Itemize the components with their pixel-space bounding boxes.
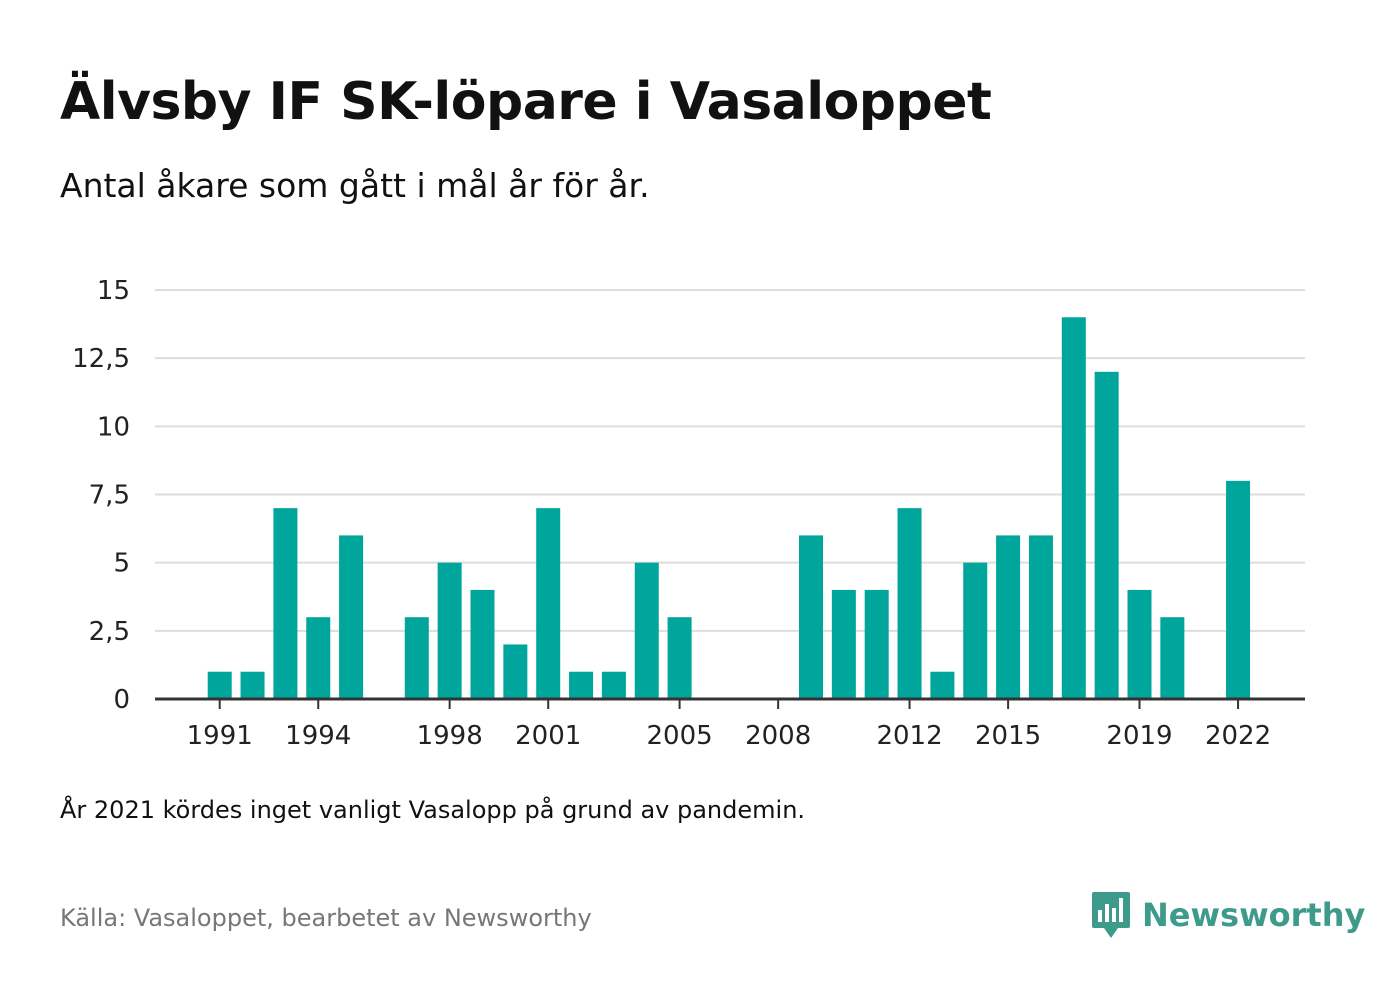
source-text: Källa: Vasaloppet, bearbetet av Newswort… — [60, 904, 592, 932]
x-tick-label: 1994 — [285, 721, 351, 751]
x-tick-label: 2015 — [975, 721, 1041, 751]
bar-2022 — [1226, 480, 1251, 699]
x-tick-label: 1998 — [417, 721, 483, 751]
newsworthy-logo-icon — [1092, 892, 1130, 938]
newsworthy-logo: Newsworthy — [1090, 890, 1365, 940]
y-tick-label: 7,5 — [89, 481, 130, 511]
bar-2012 — [897, 508, 922, 699]
bar-1993 — [273, 508, 298, 699]
bar-2015 — [996, 535, 1021, 699]
bar-2018 — [1094, 371, 1119, 699]
bar-2013 — [930, 671, 955, 699]
bar-2020 — [1160, 617, 1185, 699]
bar-2000 — [503, 644, 528, 699]
chart-note: År 2021 kördes inget vanligt Vasalopp på… — [60, 796, 806, 824]
bar-2014 — [963, 562, 988, 699]
bar-1992 — [240, 671, 265, 699]
bar-1991 — [207, 671, 232, 699]
x-tick-label: 2012 — [876, 721, 942, 751]
bar-2004 — [634, 562, 659, 699]
y-tick-label: 12,5 — [72, 344, 130, 374]
y-tick-label: 10 — [97, 412, 130, 442]
y-axis-tick-labels: 0 2,5 5 7,5 10 12,5 15 — [72, 276, 130, 715]
bar-1999 — [470, 589, 495, 699]
y-tick-label: 15 — [97, 276, 130, 306]
bar-2002 — [569, 671, 594, 699]
bar-2001 — [536, 508, 561, 699]
x-tick-label: 2005 — [647, 721, 713, 751]
bar-1998 — [437, 562, 462, 699]
y-tick-label: 5 — [113, 549, 130, 579]
bar-chart: 0 2,5 5 7,5 10 12,5 15 1991 1994 1998 2001 2005 200… — [72, 276, 1305, 751]
bar-2010 — [831, 589, 856, 699]
bars — [207, 317, 1251, 699]
x-tick-label: 2008 — [745, 721, 811, 751]
bar-2019 — [1127, 589, 1152, 699]
bar-2011 — [864, 589, 889, 699]
bar-2005 — [667, 617, 692, 699]
x-tick-label: 1991 — [187, 721, 253, 751]
chart-title: Älvsby IF SK-löpare i Vasaloppet — [60, 72, 992, 132]
bar-1995 — [339, 535, 364, 699]
chart-subtitle: Antal åkare som gått i mål år för år. — [60, 166, 650, 205]
bar-2009 — [799, 535, 823, 699]
bar-2003 — [601, 671, 626, 699]
newsworthy-logo-text: Newsworthy — [1142, 896, 1366, 934]
y-tick-label: 2,5 — [89, 617, 130, 647]
x-axis-ticks: 1991 1994 1998 2001 2005 2008 2012 2015 2019 2022 — [187, 699, 1271, 751]
bar-1997 — [404, 617, 429, 699]
x-tick-label: 2022 — [1205, 721, 1271, 751]
y-tick-label: 0 — [113, 685, 130, 715]
bar-1994 — [306, 617, 331, 699]
grid-lines — [155, 289, 1305, 632]
bar-2017 — [1061, 317, 1086, 699]
x-tick-label: 2001 — [515, 721, 581, 751]
bar-2016 — [1028, 535, 1053, 699]
x-tick-label: 2019 — [1106, 721, 1172, 751]
